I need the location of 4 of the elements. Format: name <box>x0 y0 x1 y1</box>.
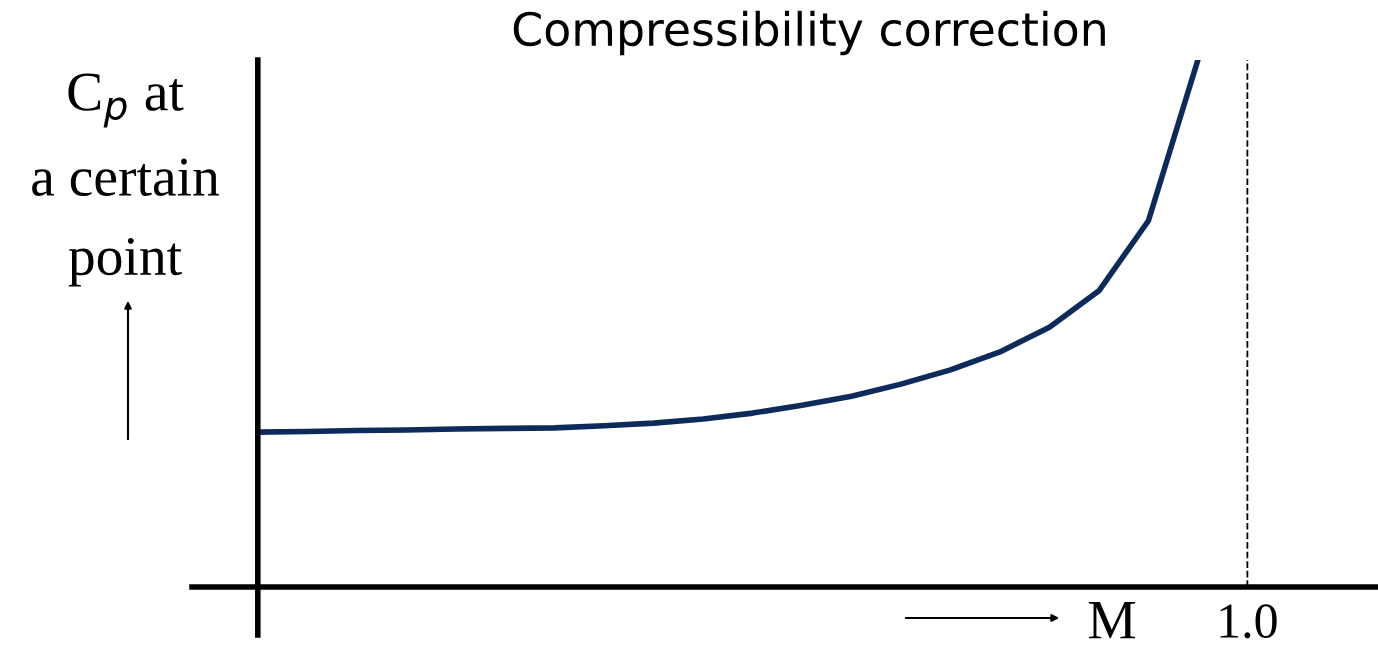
x-axis-title: M <box>1088 601 1136 639</box>
y-axis-title: C$_{p}$ at a certain point <box>32 73 219 287</box>
chart-title: Compressibility correction <box>513 10 1105 56</box>
text: 1.0 <box>1220 604 1277 639</box>
